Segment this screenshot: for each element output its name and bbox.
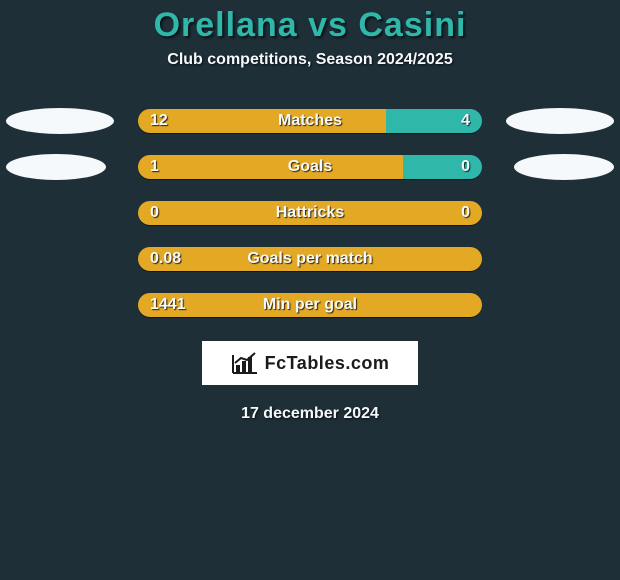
page-title: Orellana vs Casini	[154, 6, 467, 45]
stat-label: Goals per match	[138, 247, 482, 271]
stat-bar: 124Matches	[138, 109, 482, 133]
player-left-marker	[6, 154, 106, 180]
stat-row: 10Goals	[0, 155, 620, 179]
stat-label: Goals	[138, 155, 482, 179]
player-right-marker	[506, 108, 614, 134]
stat-label: Matches	[138, 109, 482, 133]
stat-bar: 1441Min per goal	[138, 293, 482, 317]
comparison-card: Orellana vs Casini Club competitions, Se…	[0, 0, 620, 580]
stat-bar: 00Hattricks	[138, 201, 482, 225]
stat-row: 1441Min per goal	[0, 293, 620, 317]
subtitle: Club competitions, Season 2024/2025	[167, 51, 452, 69]
stat-label: Hattricks	[138, 201, 482, 225]
logo-text: FcTables.com	[265, 353, 390, 374]
stat-row: 0.08Goals per match	[0, 247, 620, 271]
stat-row: 124Matches	[0, 109, 620, 133]
stat-rows: 124Matches 10Goals 00Hattricks 0.08Goals pe…	[0, 109, 620, 317]
logo-badge: FcTables.com	[202, 341, 418, 385]
stat-label: Min per goal	[138, 293, 482, 317]
player-right-marker	[514, 154, 614, 180]
chart-icon	[231, 351, 259, 375]
stat-bar: 0.08Goals per match	[138, 247, 482, 271]
date-label: 17 december 2024	[241, 405, 379, 423]
stat-row: 00Hattricks	[0, 201, 620, 225]
player-left-marker	[6, 108, 114, 134]
stat-bar: 10Goals	[138, 155, 482, 179]
